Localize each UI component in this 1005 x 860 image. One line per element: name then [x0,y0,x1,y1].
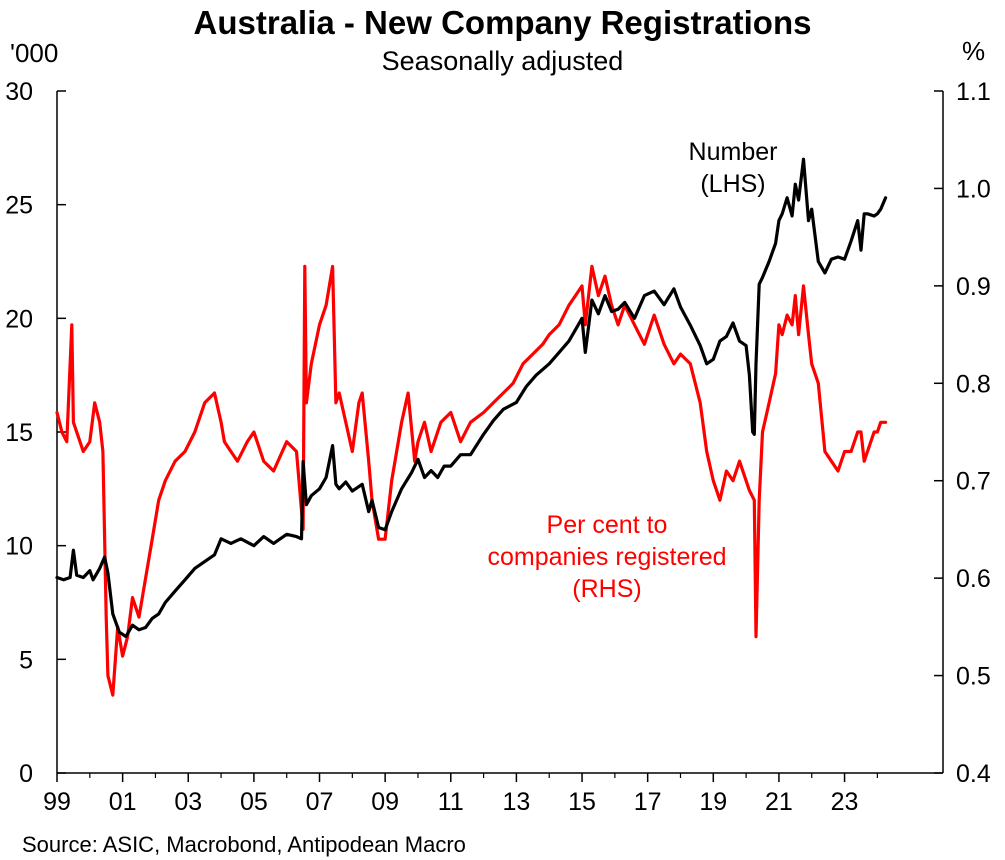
series-layer [55,157,888,697]
x-axis-tick-label: 23 [831,788,859,816]
percent-series-annotation: (RHS) [572,575,641,603]
chart-title: Australia - New Company Registrations [193,4,812,41]
left-axis-unit: '000 [10,38,59,68]
right-axis-tick-label: 1.1 [956,78,991,106]
number-series-annotation: Number [689,138,778,166]
left-axis-tick-label: 25 [5,192,33,220]
left-axis-tick-label: 20 [5,305,33,333]
right-axis-tick-label: 0.7 [956,468,991,496]
left-axis-tick-label: 10 [5,533,33,561]
right-axis-tick-label: 0.6 [956,565,991,593]
x-axis-tick-label: 01 [109,788,137,816]
x-axis-tick-label: 13 [503,788,531,816]
x-axis-tick-label: 21 [765,788,793,816]
annotations: Number (LHS) Per cent to companies register… [487,138,777,603]
percent-series-line [55,264,888,697]
left-axis-tick-label: 30 [5,78,33,106]
x-axis-tick-label: 05 [240,788,268,816]
x-axis-tick-label: 17 [634,788,662,816]
right-axis-tick-label: 0.4 [956,760,991,788]
x-axis-tick-label: 15 [568,788,596,816]
number-series-annotation: (LHS) [700,170,765,198]
x-axis-tick-label: 11 [438,788,464,816]
percent-series-annotation: Per cent to [547,511,668,539]
right-axis-tick-label: 0.9 [956,273,991,301]
x-axis-tick-label: 07 [306,788,334,816]
percent-series-annotation: companies registered [487,543,726,571]
chart-subtitle: Seasonally adjusted [381,46,624,76]
source-note: Source: ASIC, Macrobond, Antipodean Macr… [22,832,466,857]
right-axis-tick-label: 0.8 [956,370,991,398]
number-series-line [55,157,888,639]
x-axis-tick-label: 03 [174,788,202,816]
left-axis-tick-label: 5 [19,646,33,674]
right-axis-unit: % [962,36,986,66]
x-axis-tick-label: 19 [699,788,727,816]
x-axis-tick-label: 09 [371,788,399,816]
left-axis-tick-label: 15 [5,419,33,447]
left-axis-tick-label: 0 [19,760,33,788]
right-axis-tick-label: 0.5 [956,663,991,691]
x-axis-tick-label: 99 [43,788,71,816]
right-axis-tick-label: 1.0 [956,175,991,203]
